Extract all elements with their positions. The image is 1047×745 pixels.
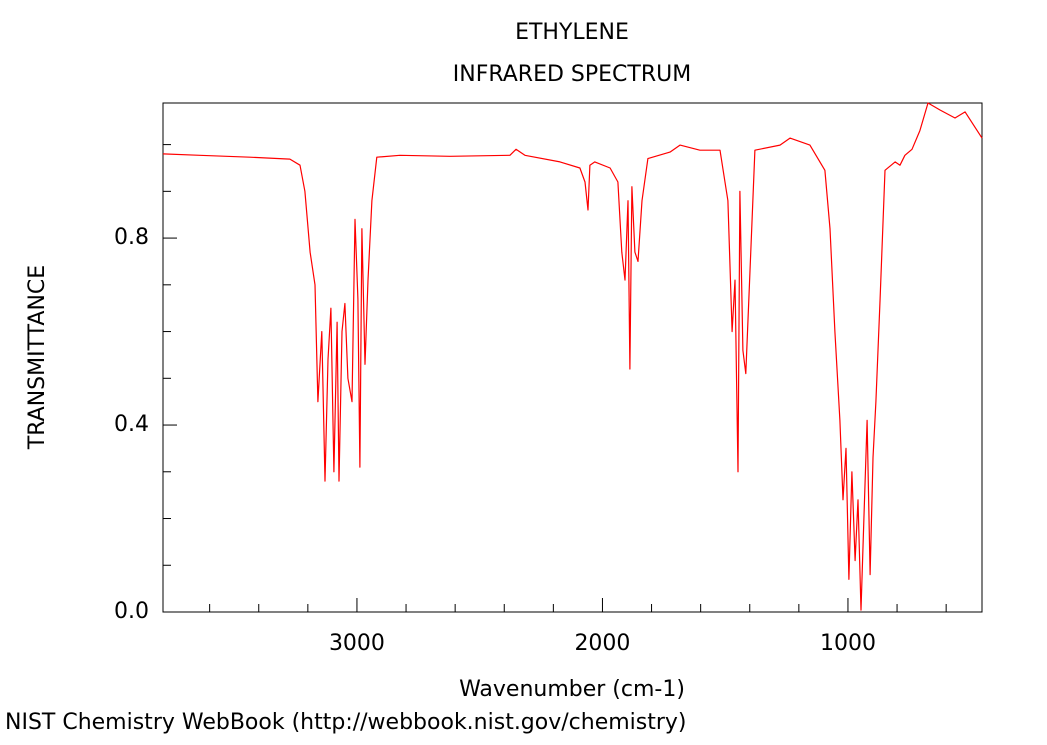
x-tick-label: 2000 [574, 631, 630, 656]
chart-title: ETHYLENE [515, 20, 629, 45]
y-tick-label: 0.4 [114, 412, 149, 437]
x-axis-label: Wavenumber (cm-1) [459, 677, 685, 702]
y-tick-label: 0.8 [114, 225, 149, 250]
plot-frame [162, 102, 983, 613]
x-tick-label: 3000 [329, 631, 385, 656]
spectrum-line [162, 102, 983, 611]
y-tick-label: 0.0 [114, 599, 149, 624]
chart-subtitle: INFRARED SPECTRUM [453, 62, 691, 87]
y-axis-label: TRANSMITTANCE [25, 265, 50, 450]
footer: NIST Chemistry WebBook (http://webbook.n… [5, 710, 687, 735]
x-tick-label: 1000 [820, 631, 876, 656]
